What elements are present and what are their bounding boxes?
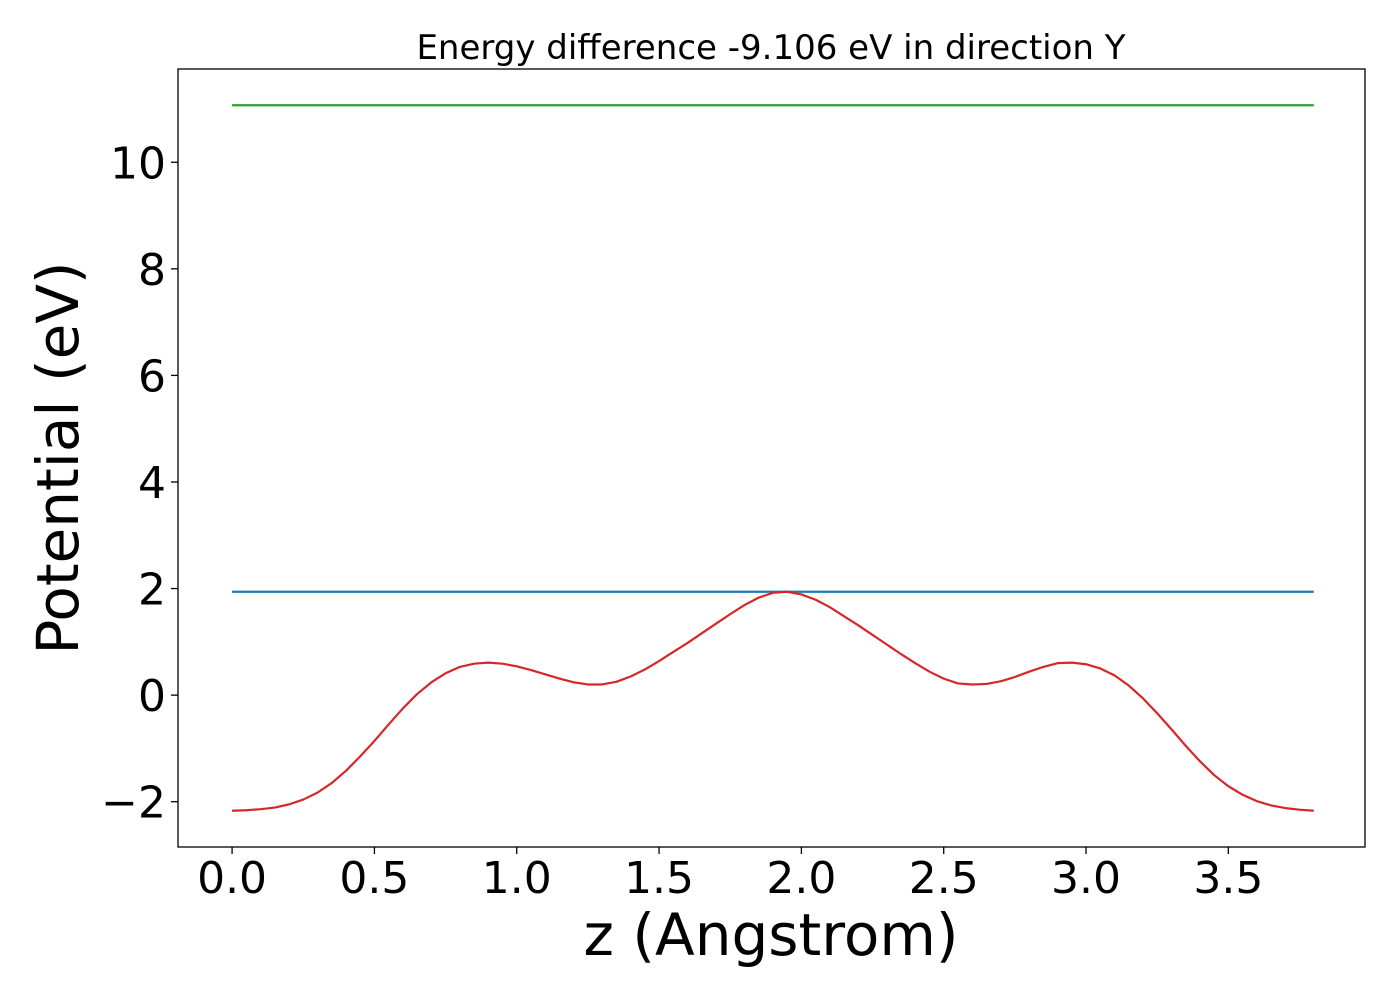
x-tick-label: 1.5 [624, 853, 694, 904]
x-tick-label: 3.0 [1051, 853, 1121, 904]
y-tick-label: 4 [138, 458, 166, 509]
x-tick-label: 2.5 [909, 853, 979, 904]
y-tick-label: 8 [138, 245, 166, 296]
x-tick-label: 3.5 [1193, 853, 1263, 904]
y-axis-ticks: −2 0 2 4 6 8 10 [101, 138, 178, 829]
y-tick-label: 10 [110, 138, 166, 189]
series-group [232, 104, 1314, 812]
x-tick-label: 1.0 [482, 853, 552, 904]
x-tick-label: 0.5 [339, 853, 409, 904]
x-axis-label: z (Angstrom) [584, 901, 959, 969]
potential-curve [232, 590, 1314, 812]
x-tick-label: 0.0 [197, 853, 267, 904]
x-axis-ticks: 0.0 0.5 1.0 1.5 2.0 2.5 3.0 3.5 [197, 847, 1263, 904]
y-tick-label: 2 [138, 565, 166, 616]
y-axis-label: Potential (eV) [24, 261, 92, 654]
y-tick-label: 6 [138, 351, 166, 402]
plot-area [178, 69, 1365, 847]
y-tick-label: 0 [138, 671, 166, 722]
chart-title: Energy difference -9.106 eV in direction… [416, 28, 1125, 68]
x-tick-label: 2.0 [766, 853, 836, 904]
y-tick-label: −2 [101, 778, 166, 829]
plot-frame [177, 68, 1366, 848]
